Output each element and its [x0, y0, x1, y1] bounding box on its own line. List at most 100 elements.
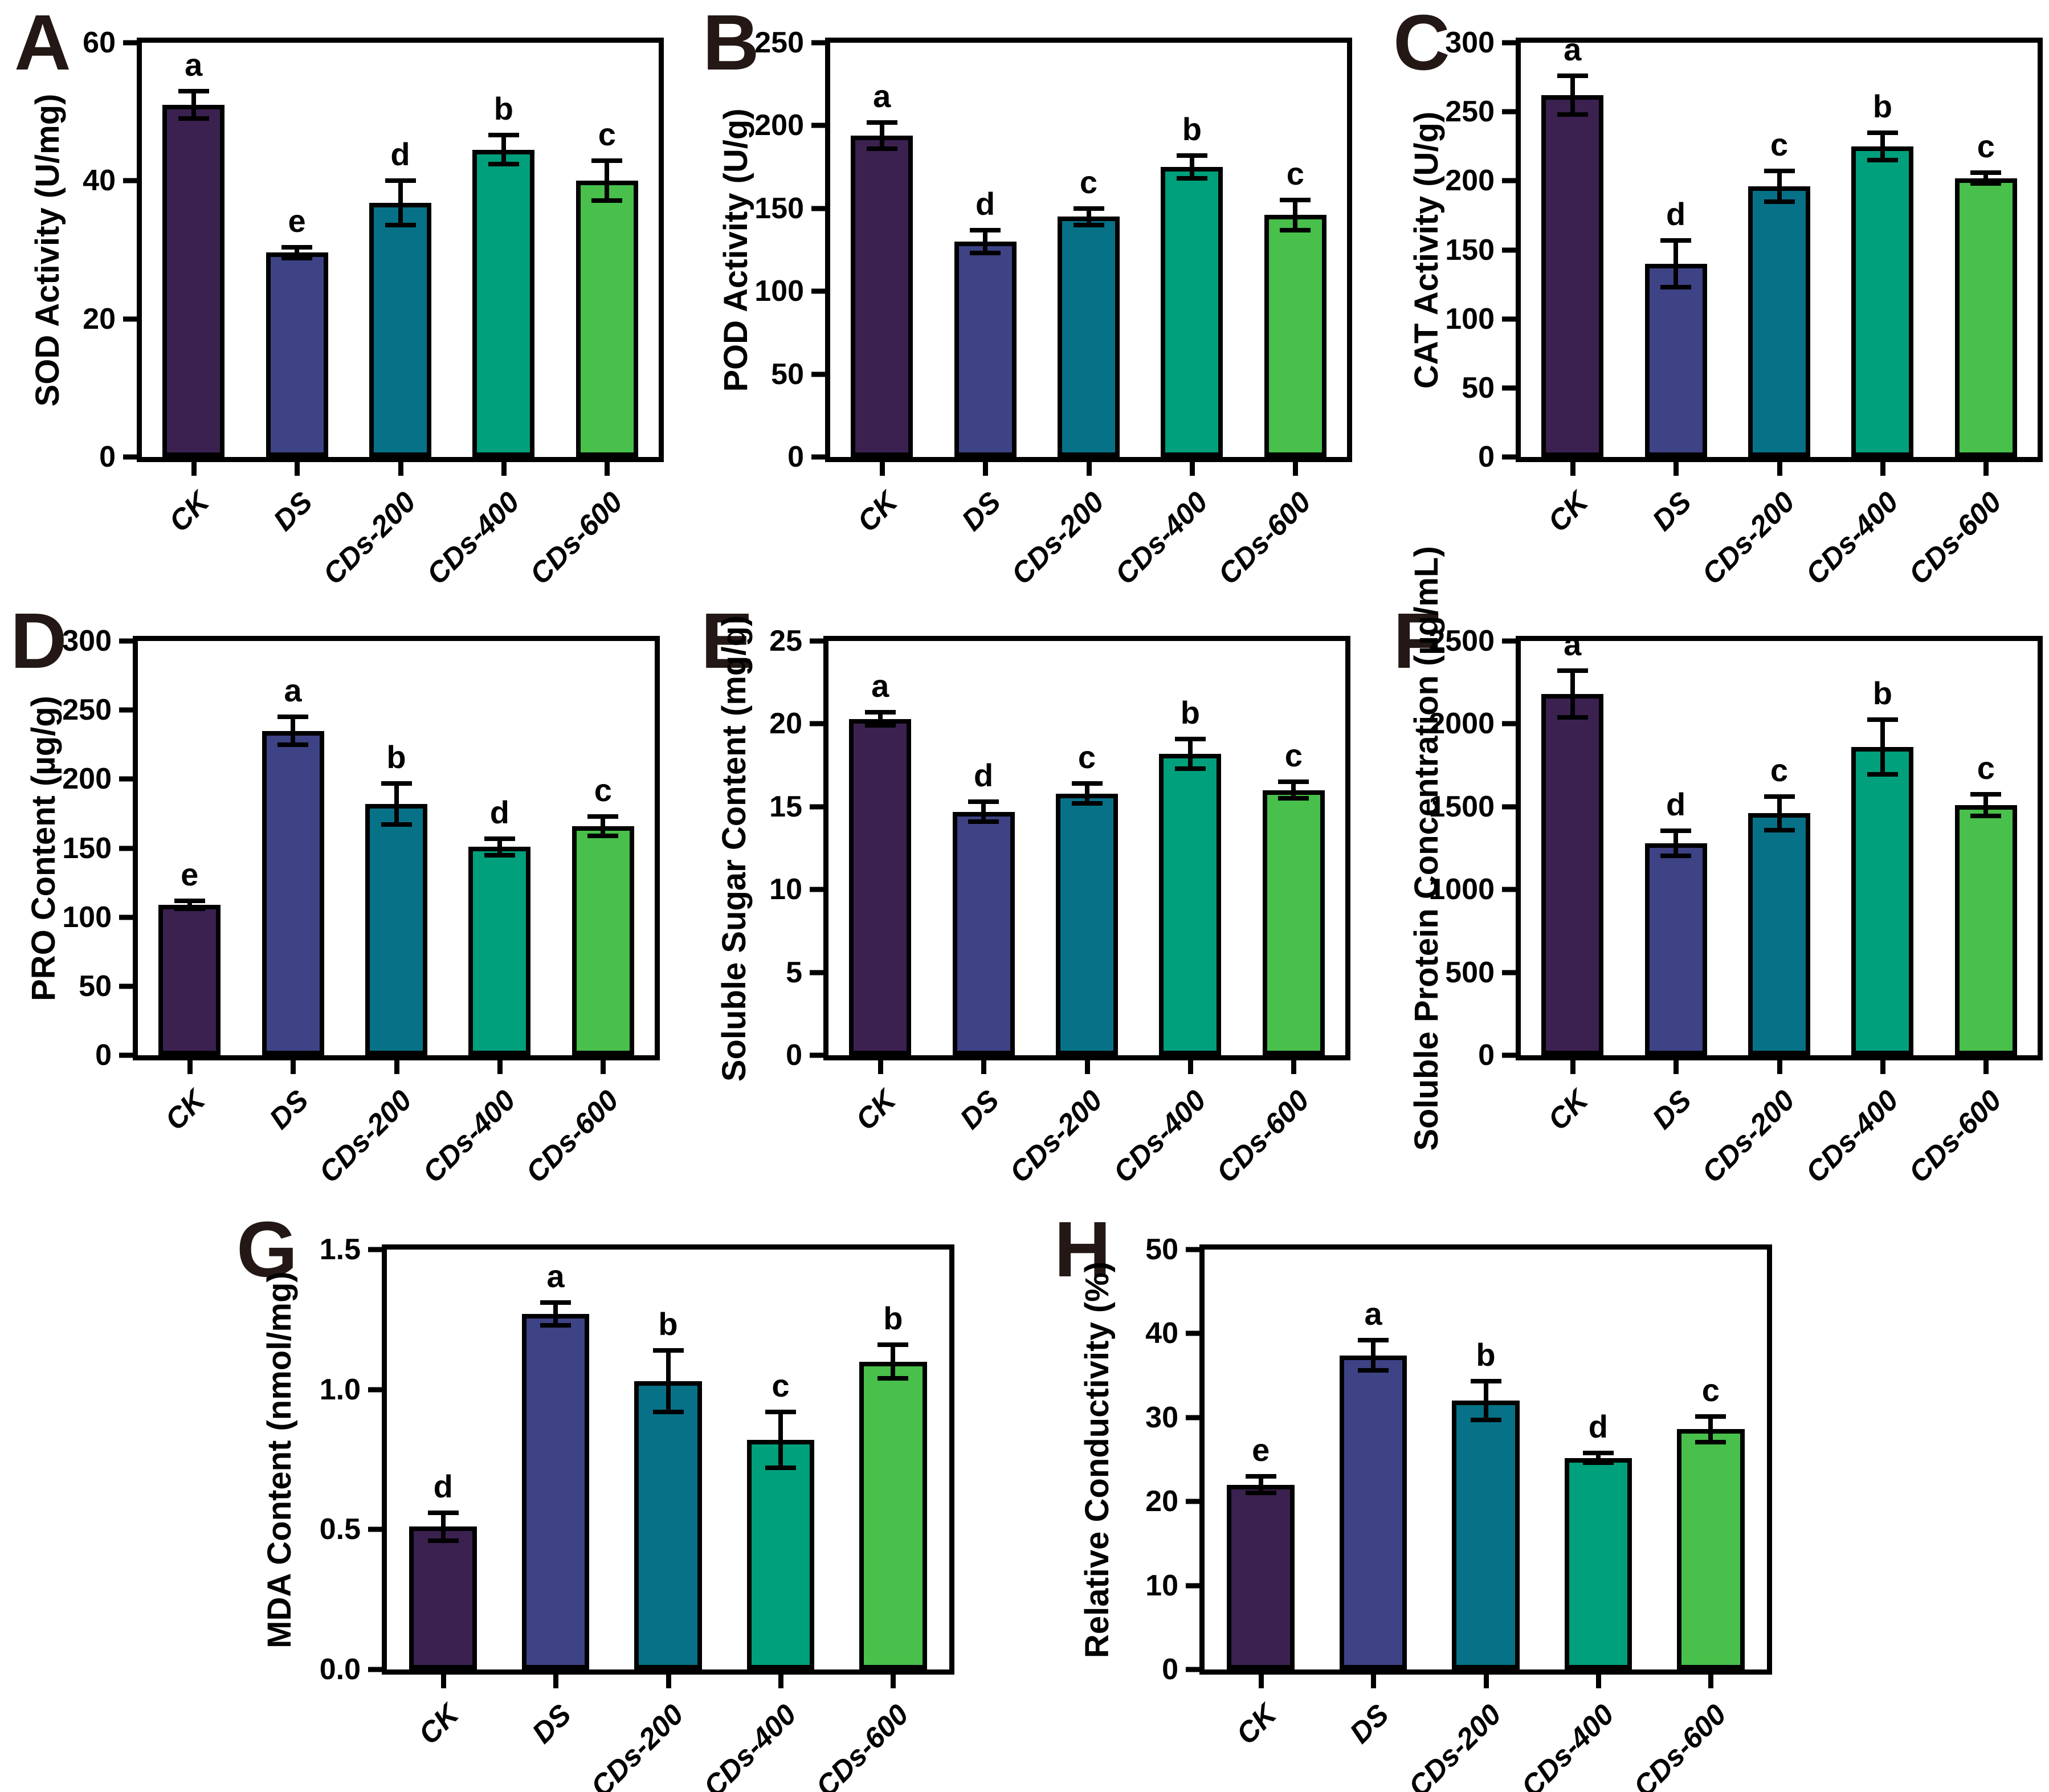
- x-axis-label-text: CDs-200: [1696, 485, 1801, 591]
- significance-letter: a: [1564, 31, 1582, 68]
- y-tick-mark: [119, 638, 133, 644]
- error-bar: [497, 838, 502, 855]
- x-tick-mark: [877, 1060, 883, 1074]
- bar-DS: [262, 730, 324, 1055]
- panel-B: B POD Activity (U/g) 0 50 100 150 200 250 a CK d…: [703, 3, 1366, 601]
- significance-letter: c: [594, 772, 612, 808]
- panel-D: D PRO Content (µg/g) 0 50 100 150 200 250 300 e…: [10, 602, 674, 1199]
- x-tick-mark: [291, 1060, 296, 1074]
- error-bar-cap: [1764, 827, 1795, 832]
- y-tick-label: 200: [1445, 164, 1495, 198]
- error-bar: [1983, 794, 1989, 816]
- bar-CDs-600: [575, 181, 638, 457]
- x-tick-mark: [1983, 462, 1989, 476]
- error-bar-cap: [1970, 813, 2002, 818]
- x-tick-mark: [440, 1675, 446, 1688]
- error-bar-cap: [178, 88, 209, 93]
- error-bar: [601, 816, 606, 836]
- x-tick-mark: [1189, 462, 1195, 476]
- x-tick-mark: [1880, 462, 1885, 476]
- x-axis-label-text: CK: [162, 485, 215, 538]
- bar-DS: [952, 811, 1015, 1055]
- significance-letter: d: [489, 794, 509, 830]
- error-bar-cap: [591, 158, 623, 164]
- error-bar: [1595, 1452, 1601, 1463]
- error-bar-cap: [968, 799, 999, 805]
- x-axis-label-text: CK: [1230, 1697, 1283, 1751]
- y-axis-title-H: Relative Conductivity (%): [1078, 1261, 1116, 1658]
- significance-letter: b: [658, 1305, 678, 1342]
- x-axis-label-text: CDs-400: [1799, 485, 1905, 591]
- y-tick-mark: [123, 40, 137, 46]
- x-axis-label-text: DS: [525, 1697, 578, 1750]
- error-bar-cap: [1557, 668, 1588, 673]
- panel-letter-H: H: [1054, 1206, 1111, 1293]
- x-axis-label-text: CK: [158, 1083, 211, 1137]
- bar-CDs-600: [1954, 178, 2017, 457]
- x-tick-mark: [1983, 1060, 1989, 1074]
- error-bar: [605, 161, 610, 201]
- x-tick-mark: [501, 462, 507, 476]
- significance-letter: b: [1180, 694, 1200, 730]
- y-tick-mark: [1502, 109, 1516, 115]
- error-bar-cap: [1245, 1473, 1276, 1479]
- error-bar-cap: [277, 742, 309, 747]
- error-bar-cap: [1970, 170, 2002, 175]
- significance-letter: b: [1872, 675, 1892, 712]
- error-bar-cap: [1174, 766, 1206, 771]
- error-bar-cap: [381, 822, 412, 827]
- plot-area-A: 0 20 40 60 a CK e DS d CDs-200 b CDs-400 c CDs-600: [83, 28, 664, 591]
- y-tick-mark: [811, 123, 825, 128]
- error-bar-cap: [484, 852, 515, 858]
- error-bar-cap: [864, 723, 896, 728]
- bar-CK: [162, 105, 225, 457]
- y-tick-label: 0: [99, 440, 116, 473]
- x-tick-mark: [497, 1060, 503, 1074]
- y-tick-mark: [119, 776, 133, 782]
- significance-letter: b: [1182, 111, 1202, 147]
- panel-E: E Soluble Sugar Content (mg/g) 0 5 10 15 20 2…: [701, 602, 1365, 1199]
- y-tick-mark: [810, 1052, 823, 1058]
- significance-letter: d: [975, 185, 995, 222]
- error-bar-cap: [877, 1342, 909, 1348]
- error-bar-cap: [174, 898, 205, 903]
- panel-letter-D: D: [10, 597, 67, 685]
- error-bar: [879, 122, 884, 149]
- error-bar: [1983, 172, 1989, 184]
- error-bar: [394, 783, 399, 825]
- y-tick-label: 10: [769, 873, 802, 907]
- x-tick-mark: [1086, 462, 1092, 476]
- panel-F: F Soluble Protein Concentration (µg/mL) …: [1393, 546, 2048, 1199]
- bar-CK: [851, 135, 913, 457]
- y-tick-label: 1.0: [319, 1373, 361, 1406]
- bar-CDs-200: [1058, 217, 1120, 457]
- bar-CDs-400: [1851, 747, 1914, 1055]
- y-tick-mark: [1502, 721, 1516, 726]
- error-bar-cap: [587, 833, 619, 838]
- y-tick-label: 40: [1145, 1317, 1178, 1350]
- y-tick-label: 300: [1445, 26, 1495, 59]
- significance-letter: e: [1252, 1431, 1270, 1468]
- significance-letter: c: [772, 1367, 790, 1403]
- y-tick-mark: [1186, 1583, 1199, 1589]
- error-bar-cap: [281, 244, 313, 250]
- error-bar: [187, 900, 192, 909]
- error-bar-cap: [427, 1510, 459, 1515]
- y-tick-mark: [810, 721, 823, 726]
- error-bar: [1570, 76, 1575, 115]
- error-bar-cap: [540, 1322, 572, 1328]
- error-bar-cap: [1695, 1414, 1726, 1419]
- error-bar-cap: [652, 1409, 684, 1414]
- x-tick-mark: [191, 462, 197, 476]
- error-bar: [191, 91, 196, 119]
- significance-letter: b: [1476, 1337, 1496, 1373]
- y-tick-mark: [1186, 1415, 1199, 1420]
- bar-CK: [158, 904, 221, 1055]
- significance-letter: c: [1284, 737, 1303, 774]
- x-tick-mark: [187, 1060, 193, 1074]
- x-tick-mark: [1880, 1060, 1885, 1074]
- significance-letter: c: [598, 116, 616, 153]
- significance-letter: e: [288, 202, 306, 239]
- y-tick-mark: [123, 454, 137, 460]
- bar-CDs-200: [365, 803, 427, 1055]
